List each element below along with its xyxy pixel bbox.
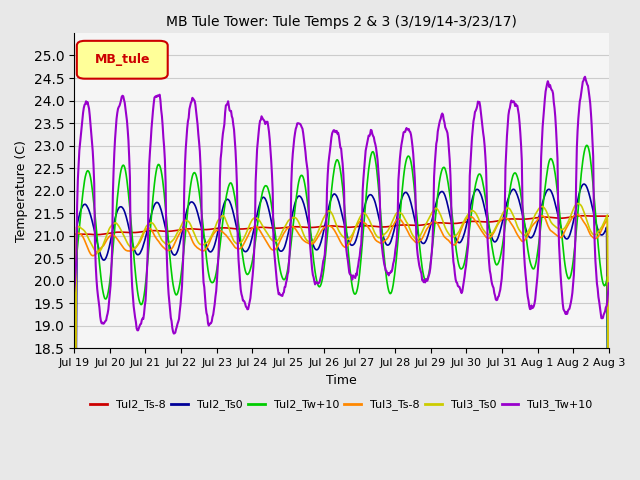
Tul2_Ts-8 [70, 231, 78, 237]
Tul3_Ts0 [406, 227, 414, 233]
Tul2_Ts-8 [605, 213, 612, 219]
Tul2_Ts0 [406, 198, 414, 204]
Tul2_Ts-8 [580, 213, 588, 219]
Tul2_Ts0 [135, 252, 143, 257]
Tul3_Ts0 [135, 240, 143, 245]
Tul2_Ts0 [422, 238, 429, 244]
Tul2_Tw+10 [422, 278, 429, 284]
Tul3_Tw+10 [605, 280, 612, 286]
Tul2_Ts0 [218, 211, 225, 217]
Tul3_Tw+10 [581, 74, 589, 80]
Line: Tul2_Tw+10: Tul2_Tw+10 [74, 145, 609, 480]
Tul3_Ts0 [218, 214, 225, 219]
Line: Tul2_Ts-8: Tul2_Ts-8 [74, 216, 609, 235]
Tul3_Ts0 [422, 221, 429, 227]
Legend: Tul2_Ts-8, Tul2_Ts0, Tul2_Tw+10, Tul3_Ts-8, Tul3_Ts0, Tul3_Tw+10: Tul2_Ts-8, Tul2_Ts0, Tul2_Tw+10, Tul3_Ts… [86, 395, 597, 415]
Title: MB Tule Tower: Tule Temps 2 & 3 (3/19/14-3/23/17): MB Tule Tower: Tule Temps 2 & 3 (3/19/14… [166, 15, 517, 29]
Tul2_Tw+10 [135, 296, 143, 302]
Tul3_Tw+10 [218, 139, 226, 144]
X-axis label: Time: Time [326, 373, 357, 387]
Tul3_Ts-8 [406, 233, 414, 239]
Tul3_Tw+10 [80, 105, 88, 111]
Tul2_Tw+10 [80, 183, 88, 189]
Tul3_Tw+10 [135, 325, 143, 331]
FancyBboxPatch shape [77, 41, 168, 79]
Tul2_Tw+10 [189, 171, 197, 177]
Line: Tul2_Ts0: Tul2_Ts0 [74, 184, 609, 480]
Tul2_Tw+10 [582, 143, 590, 148]
Tul2_Ts-8 [407, 222, 415, 228]
Tul3_Ts-8 [135, 241, 143, 247]
Line: Tul3_Ts-8: Tul3_Ts-8 [74, 215, 609, 480]
Tul2_Ts0 [580, 181, 588, 187]
Line: Tul3_Tw+10: Tul3_Tw+10 [74, 77, 609, 334]
Tul2_Ts-8 [136, 229, 143, 235]
Tul3_Ts-8 [218, 228, 225, 234]
Tul3_Ts-8 [573, 212, 580, 217]
Tul2_Ts-8 [80, 231, 88, 237]
Tul2_Ts-8 [190, 226, 198, 232]
Tul3_Tw+10 [407, 132, 415, 138]
Tul2_Tw+10 [218, 230, 225, 236]
Tul3_Ts0 [189, 228, 197, 234]
Line: Tul3_Ts0: Tul3_Ts0 [74, 204, 609, 480]
Tul3_Tw+10 [423, 278, 431, 284]
Tul3_Ts-8 [189, 240, 197, 245]
Tul2_Tw+10 [406, 156, 414, 162]
Y-axis label: Temperature (C): Temperature (C) [15, 140, 28, 241]
Tul3_Tw+10 [70, 288, 78, 294]
Tul3_Ts0 [80, 228, 88, 233]
Tul2_Ts-8 [218, 225, 226, 231]
Tul3_Ts-8 [80, 236, 88, 241]
Tul3_Tw+10 [190, 97, 198, 103]
Text: MB_tule: MB_tule [95, 53, 150, 66]
Tul3_Ts0 [573, 201, 581, 206]
Tul2_Ts0 [189, 200, 197, 205]
Tul3_Tw+10 [170, 331, 178, 336]
Tul2_Ts0 [80, 202, 88, 207]
Tul2_Ts-8 [92, 232, 100, 238]
Tul2_Ts-8 [423, 221, 431, 227]
Tul3_Ts-8 [422, 228, 429, 234]
